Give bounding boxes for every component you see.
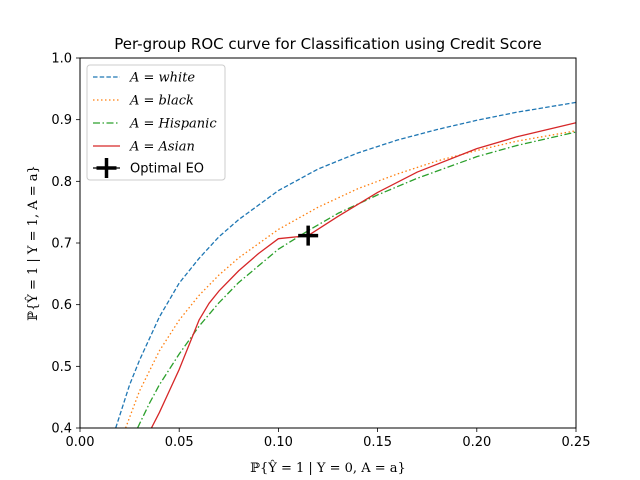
series-line-0: [115, 101, 576, 428]
x-tick-label-2: 0.10: [264, 435, 293, 450]
x-tick-label-4: 0.20: [462, 435, 491, 450]
y-tick-label-4: 0.8: [51, 175, 72, 190]
y-tick-label-5: 0.9: [51, 113, 72, 128]
legend-label-1: A = black: [129, 94, 194, 109]
y-tick-label-1: 0.5: [51, 360, 72, 375]
legend-label-2: A = Hispanic: [129, 117, 217, 132]
y-axis-label: ℙ{Ŷ = 1 | Y = 1, A = a}: [25, 165, 41, 321]
legend-label-marker-0: Optimal EO: [130, 162, 204, 177]
x-tick-label-3: 0.15: [363, 435, 392, 450]
series-line-3: [150, 122, 576, 428]
legend-label-0: A = white: [129, 71, 195, 86]
chart-title: Per-group ROC curve for Classification u…: [114, 35, 542, 53]
x-tick-label-0: 0.00: [66, 435, 95, 450]
series-group: [115, 101, 576, 428]
y-tick-label-2: 0.6: [51, 298, 72, 313]
y-tick-label-3: 0.7: [51, 237, 72, 252]
series-line-2: [136, 131, 576, 428]
x-tick-label-1: 0.05: [165, 435, 194, 450]
legend-label-3: A = Asian: [129, 140, 195, 155]
marker-optimal-eo-0: [298, 225, 319, 246]
y-tick-label-0: 0.4: [51, 422, 72, 437]
legend-box: [86, 64, 226, 181]
x-axis-label: ℙ{Ŷ = 1 | Y = 0, A = a}: [250, 460, 406, 476]
x-tick-label-5: 0.25: [562, 435, 591, 450]
legend: A = white A = black A = Hispanic A = Asian O…: [86, 64, 226, 181]
y-tick-label-6: 1.0: [51, 52, 72, 67]
